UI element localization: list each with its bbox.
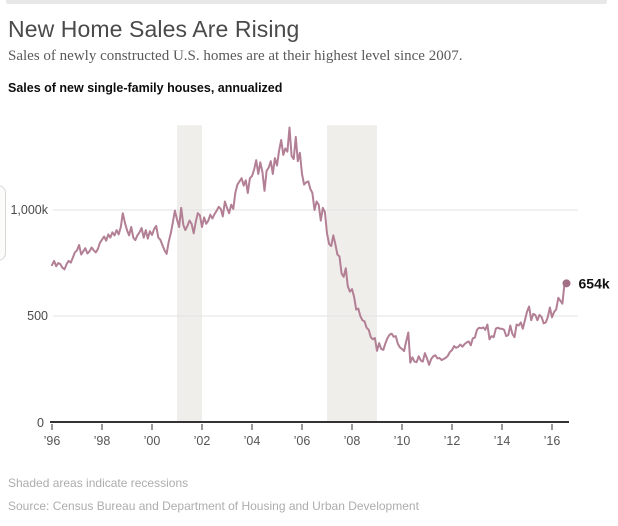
x-tick-label: ’12 bbox=[444, 434, 461, 448]
x-tick-label: ’98 bbox=[94, 434, 111, 448]
x-tick-label: ’04 bbox=[244, 434, 261, 448]
sales-line bbox=[51, 126, 566, 366]
page-title: New Home Sales Are Rising bbox=[8, 16, 300, 42]
recession-note: Shaded areas indicate recessions bbox=[8, 476, 189, 490]
source-note: Source: Census Bureau and Department of … bbox=[8, 499, 419, 513]
chart-subtitle: Sales of newly constructed U.S. homes ar… bbox=[8, 48, 463, 64]
y-axis-label: 1,000k bbox=[10, 203, 48, 217]
x-tick-label: ’08 bbox=[344, 434, 361, 448]
top-divider bbox=[6, 0, 607, 4]
x-tick-label: ’00 bbox=[144, 434, 161, 448]
x-tick-label: ’96 bbox=[44, 434, 61, 448]
recession-band bbox=[327, 125, 377, 423]
recession-band bbox=[177, 125, 202, 423]
end-value-label: 654k bbox=[579, 275, 610, 291]
y-axis-label: 500 bbox=[27, 309, 48, 323]
x-tick-label: ’02 bbox=[194, 434, 211, 448]
x-tick-label: ’06 bbox=[294, 434, 311, 448]
x-tick-label: ’10 bbox=[394, 434, 411, 448]
y-axis-zero-label: 0 bbox=[37, 416, 44, 430]
x-tick-label: ’16 bbox=[544, 434, 561, 448]
x-tick-label: ’14 bbox=[494, 434, 511, 448]
chart-kicker: Sales of new single-family houses, annua… bbox=[8, 81, 283, 95]
end-point-dot bbox=[562, 279, 571, 288]
